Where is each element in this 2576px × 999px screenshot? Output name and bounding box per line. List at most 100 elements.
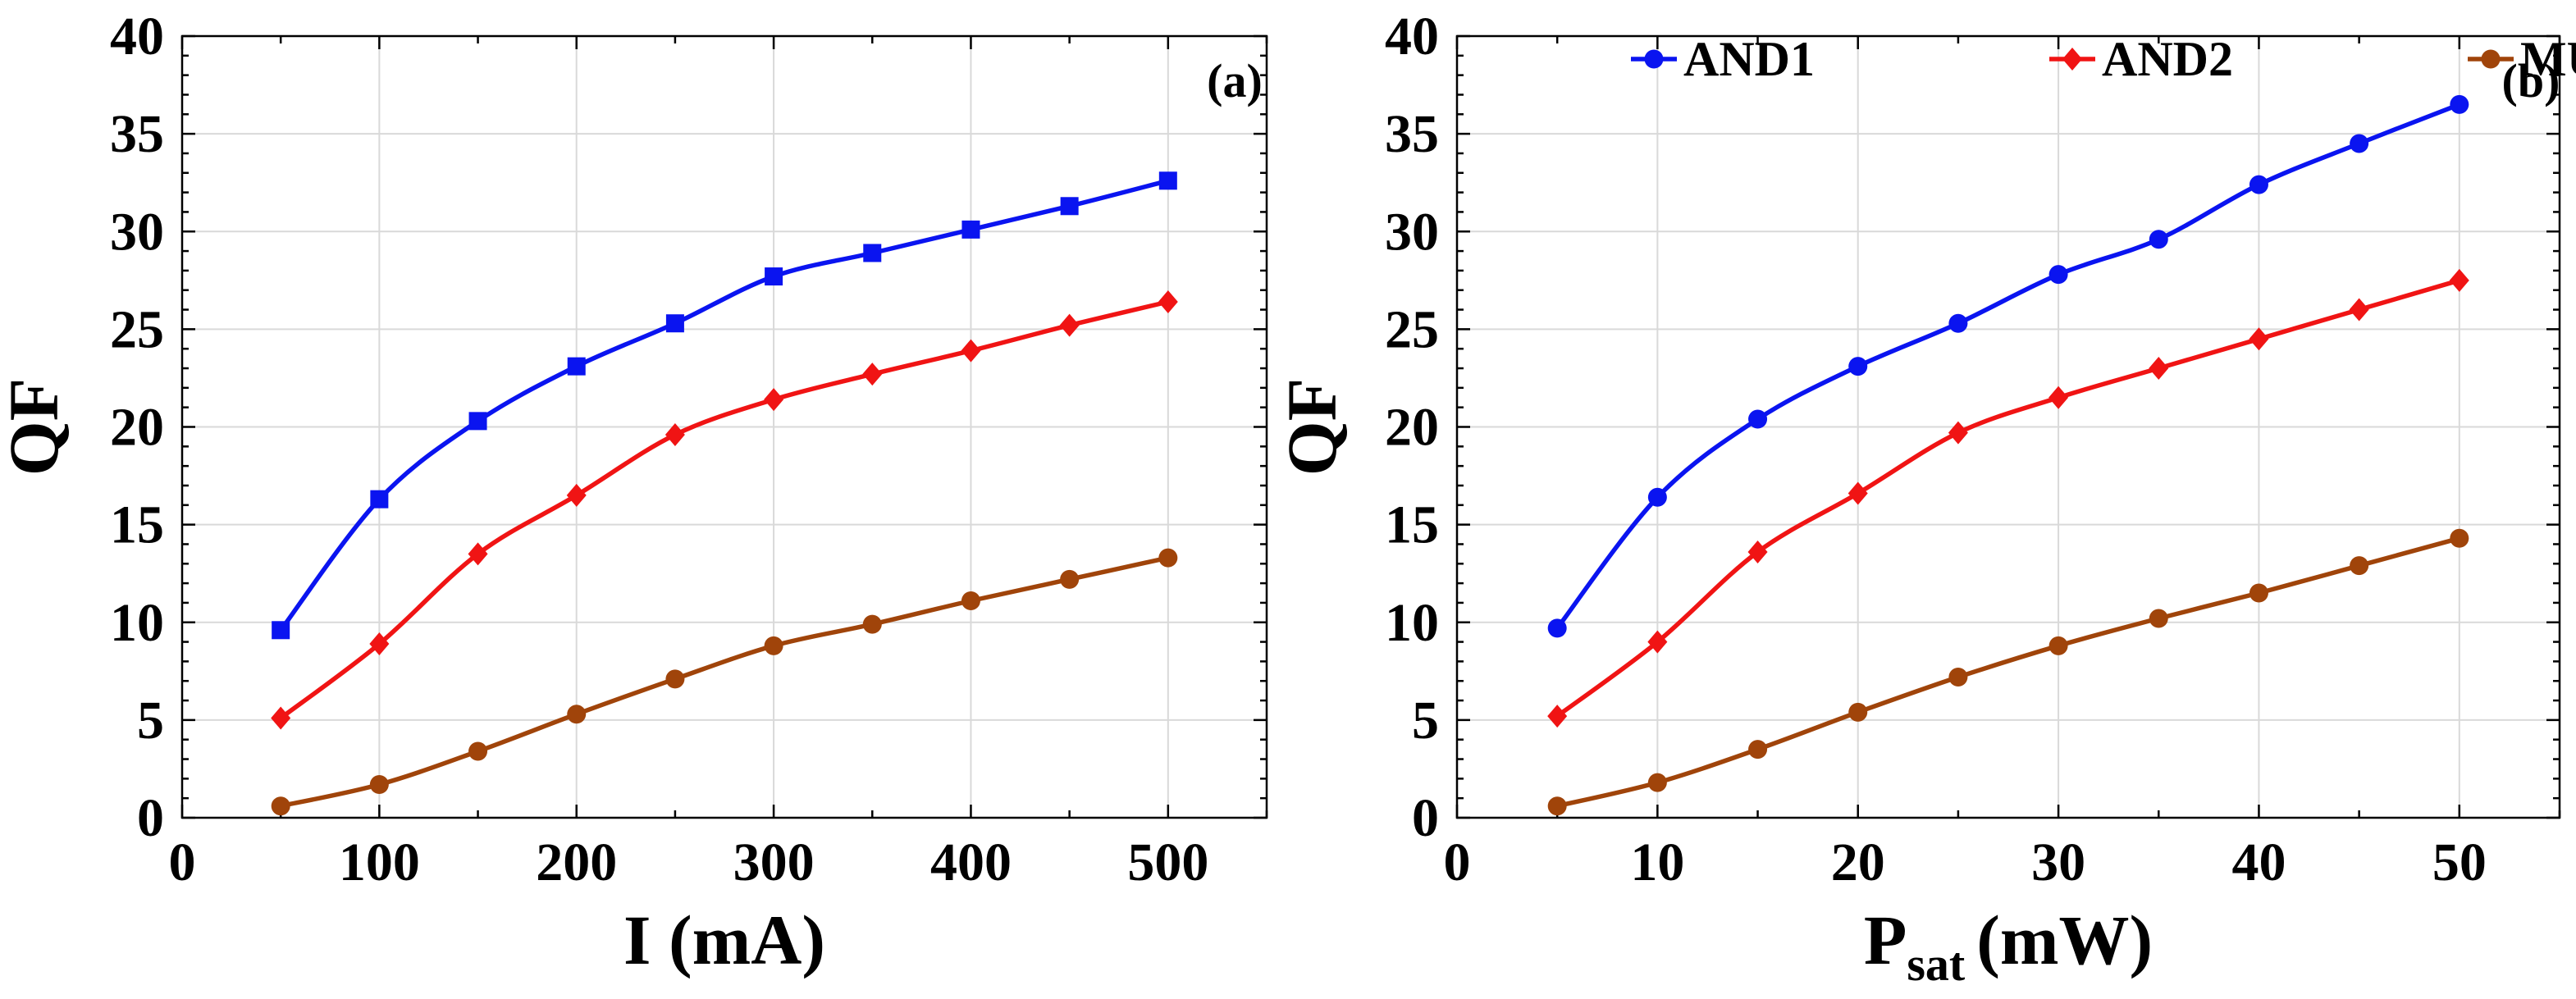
legend-label: MUX	[2520, 32, 2576, 86]
data-point	[961, 220, 980, 239]
legend-entry-and2: AND2	[2049, 32, 2233, 86]
x-tick-label: 50	[2432, 832, 2487, 892]
data-point	[468, 542, 488, 566]
data-point	[567, 705, 587, 724]
data-point	[369, 632, 390, 655]
data-point	[862, 614, 882, 634]
data-point	[272, 621, 290, 640]
y-tick-label: 5	[1412, 691, 1439, 750]
x-tick-label: 0	[1444, 832, 1471, 892]
data-point	[271, 706, 291, 730]
series-line	[1555, 278, 2460, 718]
data-point	[1647, 630, 1668, 654]
data-point	[1948, 667, 1968, 687]
x-axis-label-unit: (mW)	[1976, 901, 2153, 979]
data-point	[863, 244, 882, 262]
data-point	[1848, 357, 1868, 376]
data-point	[2048, 636, 2068, 655]
series-line	[1555, 102, 2460, 630]
data-point	[1158, 290, 1178, 314]
series-line	[280, 555, 1169, 809]
y-tick-label: 30	[110, 202, 164, 262]
data-point	[665, 669, 685, 689]
panel-tag: (a)	[1207, 54, 1263, 107]
data-point	[566, 483, 587, 507]
y-axis-label: QF	[1272, 378, 1351, 476]
x-tick-label: 200	[536, 832, 617, 892]
chart-panel-a: 0 100 200 300 400 500 0 5 10 15 20 25 30 35 40 QF I (mA)…	[0, 7, 1268, 979]
series-and1	[272, 171, 1177, 640]
data-point	[2149, 609, 2168, 628]
series-line	[1556, 536, 2460, 809]
data-point	[1848, 702, 1868, 722]
x-tick-label: 30	[2031, 832, 2085, 892]
data-point	[2350, 134, 2369, 153]
y-tick-label: 40	[110, 7, 164, 66]
series-mux	[1547, 528, 2469, 816]
x-tick-label: 100	[339, 832, 420, 892]
data-point	[2349, 298, 2369, 322]
data-point	[764, 388, 784, 412]
y-tick-label: 20	[1385, 398, 1439, 458]
data-point	[369, 774, 389, 794]
data-point	[271, 796, 290, 816]
data-point	[1748, 409, 1768, 429]
data-point	[862, 363, 883, 386]
data-point	[2149, 357, 2169, 381]
legend: AND1 AND2 MUX	[1631, 32, 2576, 86]
data-point	[1747, 540, 1768, 563]
x-axis-label: I (mA)	[623, 901, 825, 979]
x-tick-label: 10	[1630, 832, 1684, 892]
x-tick-label: 300	[733, 832, 815, 892]
data-point	[1948, 421, 1968, 445]
y-tick-label: 10	[1385, 593, 1439, 653]
data-point	[2249, 175, 2268, 194]
data-point	[2450, 528, 2469, 548]
series-and2	[271, 290, 1178, 730]
data-point	[1547, 618, 1567, 638]
data-point	[2449, 268, 2469, 292]
data-point	[961, 591, 980, 611]
data-point	[1158, 548, 1178, 568]
y-tick-label: 5	[137, 691, 164, 750]
data-point	[1547, 796, 1567, 816]
series-and2	[1547, 268, 2469, 728]
data-point	[1060, 569, 1080, 589]
data-point	[468, 741, 488, 761]
y-tick-label: 30	[1385, 202, 1439, 262]
data-point	[1059, 313, 1080, 337]
x-tick-label: 20	[1831, 832, 1885, 892]
series-line	[279, 178, 1169, 632]
legend-swatch-marker	[2062, 48, 2082, 71]
y-tick-label: 20	[110, 398, 164, 458]
y-tick-label: 0	[1412, 788, 1439, 848]
y-tick-label: 15	[110, 495, 164, 555]
data-point	[567, 357, 586, 376]
y-tick-label: 10	[110, 593, 164, 653]
y-axis-label: QF	[0, 378, 73, 476]
data-point	[765, 267, 783, 286]
series-line	[279, 299, 1169, 720]
data-point	[2048, 265, 2068, 285]
y-tick-label: 35	[1385, 104, 1439, 164]
data-point	[2149, 230, 2168, 249]
legend-entry-mux: MUX	[2468, 32, 2576, 86]
data-point	[468, 412, 487, 431]
gridlines	[182, 36, 1267, 818]
legend-swatch-marker	[2481, 49, 2501, 69]
y-tick-label: 0	[137, 788, 164, 848]
data-point	[961, 339, 981, 363]
legend-entry-and1: AND1	[1631, 32, 1815, 86]
data-point	[1060, 197, 1079, 216]
legend-label: AND2	[2102, 32, 2233, 86]
x-tick-label: 500	[1127, 832, 1208, 892]
data-point	[1748, 740, 1768, 760]
data-point	[1158, 171, 1177, 190]
y-tick-label: 40	[1385, 7, 1439, 66]
gridlines	[1457, 36, 2560, 818]
data-point	[1547, 705, 1568, 728]
panel-tag: (b)	[2502, 54, 2560, 107]
data-point	[1647, 773, 1667, 792]
legend-label: AND1	[1683, 32, 1815, 86]
